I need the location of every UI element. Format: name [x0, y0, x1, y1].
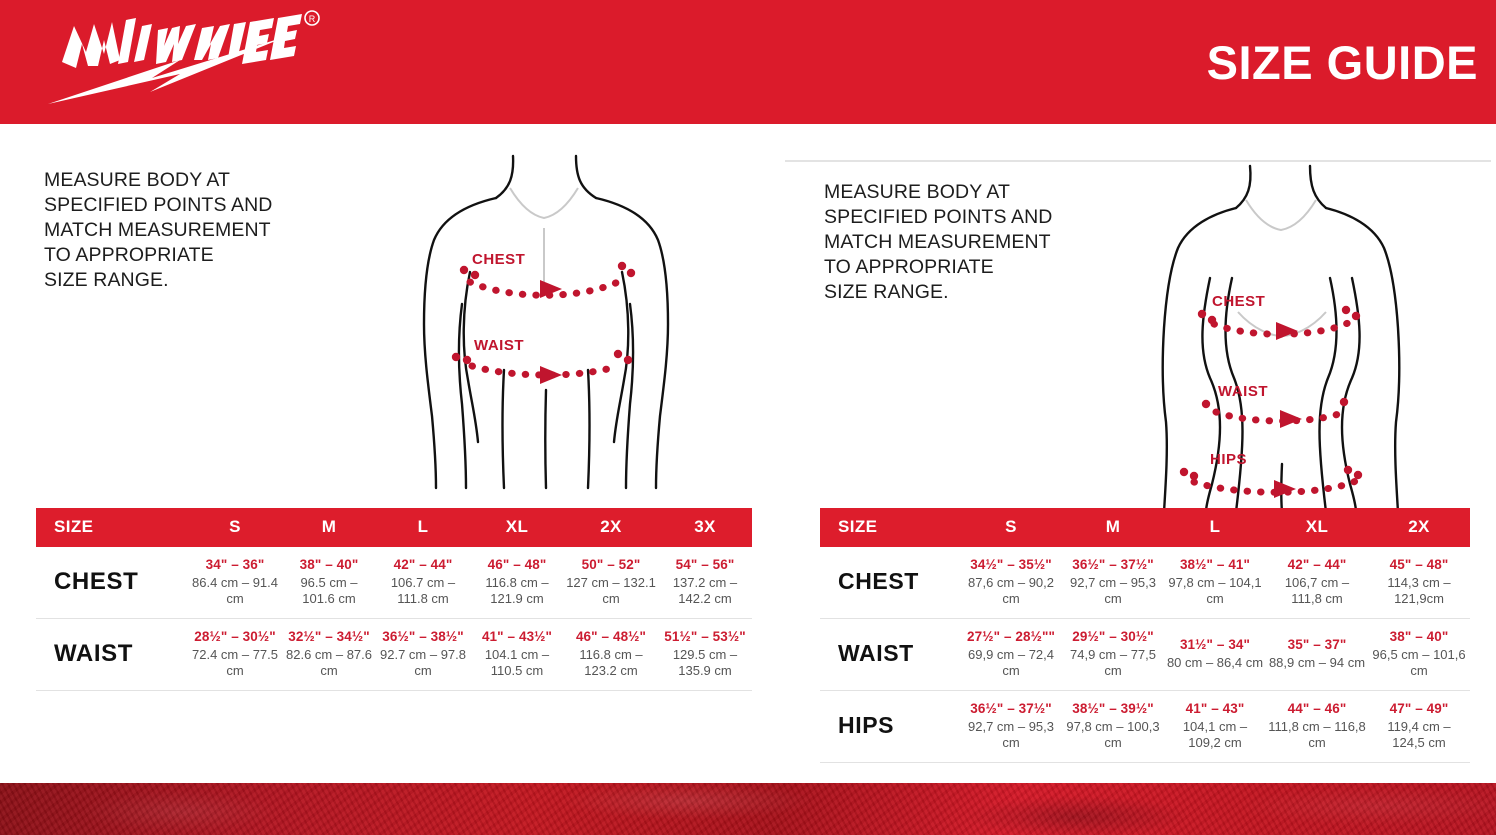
- milwaukee-logo-icon: R: [48, 10, 320, 104]
- footer-band: [0, 783, 1496, 835]
- womens-waist-m: 29½" – 30½" 74,9 cm – 77,5 cm: [1062, 618, 1164, 691]
- womens-col-m: M: [1105, 517, 1121, 536]
- female-torso-diagram: CHEST WAIST HIPS: [1132, 164, 1432, 519]
- womens-col-size: SIZE: [838, 517, 878, 536]
- mens-waist-m: 32½" – 34½" 82.6 cm – 87.6 cm: [282, 618, 376, 691]
- mens-col-s: S: [229, 517, 241, 536]
- mens-chest-xl: 46" – 48" 116.8 cm – 121.9 cm: [470, 547, 564, 619]
- mens-chest-s: 34" – 36" 86.4 cm – 91.4 cm: [188, 547, 282, 619]
- womens-waist-xl: 35" – 37" 88,9 cm – 94 cm: [1266, 618, 1368, 691]
- male-torso-diagram: CHEST WAIST: [400, 154, 700, 499]
- mens-waist-3x: 51½" – 53½" 129.5 cm – 135.9 cm: [658, 618, 752, 691]
- waist-measure-line: [451, 349, 633, 384]
- waist-label: WAIST: [474, 337, 524, 354]
- womens-hips-xl: 44" – 46" 111,8 cm – 116,8 cm: [1266, 690, 1368, 763]
- mens-size-panel: MEASURE BODY AT SPECIFIED POINTS AND MAT…: [0, 124, 780, 784]
- mens-chest-l: 42" – 44" 106.7 cm – 111.8 cm: [376, 547, 470, 619]
- mens-col-size: SIZE: [54, 517, 94, 536]
- womens-col-2x: 2X: [1408, 517, 1430, 536]
- womens-chest-s: 34½" – 35½" 87,6 cm – 90,2 cm: [960, 547, 1062, 619]
- registered-mark: R: [309, 14, 316, 24]
- panel-divider: [785, 160, 1491, 162]
- table-row: CHEST 34" – 36" 86.4 cm – 91.4 cm 38" – …: [36, 547, 752, 619]
- womens-chest-2x: 45" – 48" 114,3 cm – 121,9cm: [1368, 547, 1470, 619]
- page-title: SIZE GUIDE: [1206, 35, 1478, 89]
- mens-waist-2x: 46" – 48½" 116.8 cm – 123.2 cm: [564, 618, 658, 691]
- footer-band-texture: [0, 783, 1496, 835]
- womens-table-header-row: SIZE S M L XL 2X: [820, 508, 1470, 547]
- womens-col-s: S: [1005, 517, 1017, 536]
- womens-size-panel: MEASURE BODY AT SPECIFIED POINTS AND MAT…: [780, 124, 1496, 784]
- waist-measure-line: [1201, 397, 1349, 428]
- mens-col-m: M: [321, 517, 337, 536]
- womens-hips-m: 38½" – 39½" 97,8 cm – 100,3 cm: [1062, 690, 1164, 763]
- womens-col-xl: XL: [1305, 517, 1329, 536]
- table-row: CHEST 34½" – 35½" 87,6 cm – 90,2 cm 36½"…: [820, 547, 1470, 619]
- womens-row-label-chest: CHEST: [820, 547, 960, 619]
- mens-waist-s: 28½" – 30½" 72.4 cm – 77.5 cm: [188, 618, 282, 691]
- mens-row-label-waist: WAIST: [36, 618, 188, 691]
- page-header: R Milwaukee SIZE GUIDE: [0, 0, 1496, 124]
- table-row: HIPS 36½" – 37½" 92,7 cm – 95,3 cm 38½" …: [820, 690, 1470, 763]
- womens-row-label-waist: WAIST: [820, 618, 960, 691]
- womens-size-table: SIZE S M L XL 2X CHEST 34½" – 35½" 87,6 …: [820, 508, 1470, 763]
- mens-chest-m: 38" – 40" 96.5 cm – 101.6 cm: [282, 547, 376, 619]
- mens-instructions: MEASURE BODY AT SPECIFIED POINTS AND MAT…: [44, 169, 273, 291]
- womens-hips-l: 41" – 43" 104,1 cm – 109,2 cm: [1164, 690, 1266, 763]
- mens-col-2x: 2X: [600, 517, 622, 536]
- mens-col-l: L: [417, 517, 429, 536]
- womens-col-l: L: [1209, 517, 1221, 536]
- womens-chest-l: 38½" – 41" 97,8 cm – 104,1 cm: [1164, 547, 1266, 619]
- table-row: WAIST 28½" – 30½" 72.4 cm – 77.5 cm 32½"…: [36, 618, 752, 691]
- womens-waist-s: 27½" – 28½"" 69,9 cm – 72,4 cm: [960, 618, 1062, 691]
- mens-size-table: SIZE S M L XL 2X 3X CHEST 34" – 36" 86.4…: [36, 508, 752, 691]
- chest-label: CHEST: [472, 251, 525, 268]
- chest-measure-line: [459, 261, 636, 299]
- table-row: WAIST 27½" – 28½"" 69,9 cm – 72,4 cm 29½…: [820, 618, 1470, 691]
- mens-waist-xl: 41" – 43½" 104.1 cm – 110.5 cm: [470, 618, 564, 691]
- hips-label: HIPS: [1210, 451, 1247, 468]
- womens-chest-m: 36½" – 37½" 92,7 cm – 95,3 cm: [1062, 547, 1164, 619]
- mens-col-3x: 3X: [694, 517, 716, 536]
- womens-hips-2x: 47" – 49" 119,4 cm – 124,5 cm: [1368, 690, 1470, 763]
- mens-chest-3x: 54" – 56" 137.2 cm – 142.2 cm: [658, 547, 752, 619]
- womens-instructions: MEASURE BODY AT SPECIFIED POINTS AND MAT…: [824, 181, 1053, 303]
- waist-label: WAIST: [1218, 383, 1268, 400]
- chest-label: CHEST: [1212, 293, 1265, 310]
- milwaukee-logo: R Milwaukee: [30, 0, 450, 124]
- womens-waist-l: 31½" – 34" 80 cm – 86,4 cm: [1164, 618, 1266, 691]
- mens-row-label-chest: CHEST: [36, 547, 188, 619]
- hips-measure-line: [1179, 465, 1363, 498]
- womens-chest-xl: 42" – 44" 106,7 cm – 111,8 cm: [1266, 547, 1368, 619]
- mens-table-header-row: SIZE S M L XL 2X 3X: [36, 508, 752, 547]
- mens-col-xl: XL: [505, 517, 529, 536]
- chest-measure-line: [1197, 305, 1361, 340]
- womens-row-label-hips: HIPS: [820, 690, 960, 763]
- womens-waist-2x: 38" – 40" 96,5 cm – 101,6 cm: [1368, 618, 1470, 691]
- mens-chest-2x: 50" – 52" 127 cm – 132.1 cm: [564, 547, 658, 619]
- womens-hips-s: 36½" – 37½" 92,7 cm – 95,3 cm: [960, 690, 1062, 763]
- mens-waist-l: 36½" – 38½" 92.7 cm – 97.8 cm: [376, 618, 470, 691]
